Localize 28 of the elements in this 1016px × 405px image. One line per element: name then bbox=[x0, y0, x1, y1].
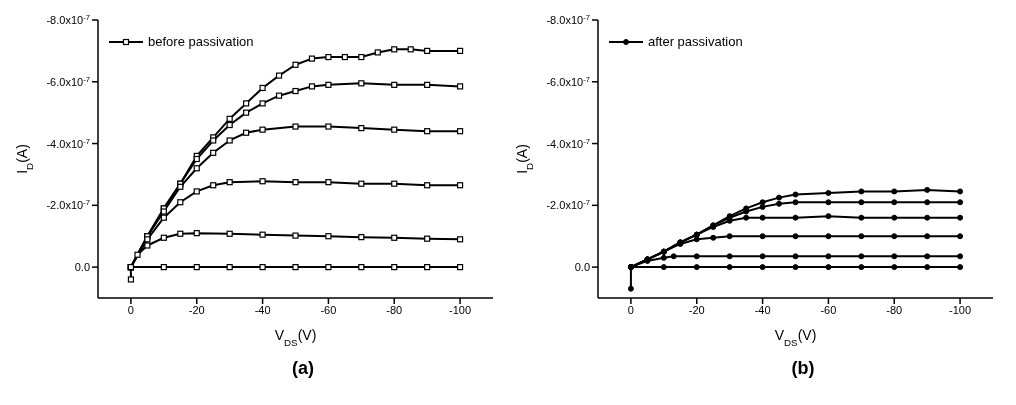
x-axis-title: V$_{DS}$(V) bbox=[774, 327, 817, 348]
y-tick-label: -6.0x10$^{-7}$ bbox=[46, 74, 90, 88]
y-tick-label: -2.0x10$^{-7}$ bbox=[546, 197, 590, 212]
x-tick-label: 0 bbox=[627, 303, 634, 316]
y-tick-label: -2.0x10$^{-7}$ bbox=[46, 197, 90, 212]
y-tick-label: -4.0x10$^{-7}$ bbox=[546, 136, 590, 150]
y-tick-label: 0.0 bbox=[574, 261, 590, 274]
y-tick-label: -6.0x10$^{-7}$ bbox=[546, 74, 590, 88]
x-tick-label: -40 bbox=[754, 303, 771, 316]
x-tick-label: -80 bbox=[386, 303, 403, 316]
x-tick-label: -100 bbox=[949, 303, 972, 316]
y-tick-label: -8.0x10$^{-7}$ bbox=[546, 12, 590, 26]
y-tick-label: 0.0 bbox=[74, 261, 90, 274]
text: (a) bbox=[291, 358, 315, 379]
x-tick-label: -60 bbox=[320, 303, 337, 316]
x-tick-label: -100 bbox=[449, 303, 472, 316]
text: (b) bbox=[790, 358, 816, 379]
x-tick-label: 0 bbox=[127, 303, 134, 316]
legend-label: after passivation bbox=[648, 34, 743, 49]
x-tick-label: -40 bbox=[254, 303, 271, 316]
y-tick-label: -4.0x10$^{-7}$ bbox=[46, 136, 90, 150]
x-tick-label: -20 bbox=[188, 303, 205, 316]
x-tick-label: -80 bbox=[886, 303, 903, 316]
x-tick-label: -20 bbox=[688, 303, 705, 316]
x-tick-label: -60 bbox=[820, 303, 837, 316]
x-axis-title: V$_{DS}$(V) bbox=[274, 327, 317, 348]
legend-label: before passivation bbox=[148, 34, 254, 49]
y-tick-label: -8.0x10$^{-7}$ bbox=[46, 12, 90, 26]
